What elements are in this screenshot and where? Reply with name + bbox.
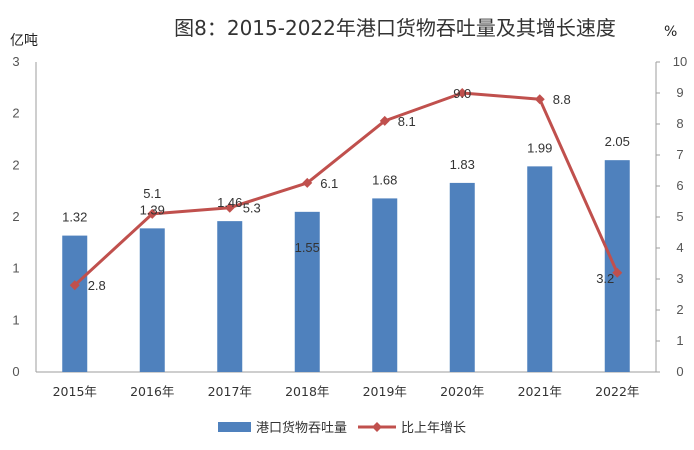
- legend-label-bar: 港口货物吞吐量: [256, 420, 347, 436]
- line-value-label: 8.8: [553, 92, 571, 107]
- left-axis-unit: 亿吨: [10, 33, 38, 49]
- bar-value-label: 1.83: [450, 157, 475, 172]
- bar: [527, 166, 553, 372]
- x-tick-label: 2019年: [363, 384, 407, 399]
- right-tick-label: 7: [676, 147, 683, 162]
- right-tick-label: 6: [676, 178, 683, 193]
- right-tick-label: 4: [676, 240, 683, 255]
- axes: 0 1 1 2 2 2 3 0 1 2 3 4 5 6 7 8 9 10 2015年 2016年 2017年 2018年 2…: [12, 54, 687, 399]
- left-tick-label: 2: [12, 209, 19, 224]
- right-tick-label: 8: [676, 116, 683, 131]
- x-tick-label: 2016年: [130, 384, 174, 399]
- line-value-label: 6.1: [320, 176, 338, 191]
- x-tick-label: 2020年: [440, 384, 484, 399]
- left-tick-label: 3: [12, 54, 19, 69]
- right-tick-label: 2: [676, 302, 683, 317]
- right-axis-unit: %: [664, 24, 677, 40]
- right-tick-label: 9: [676, 85, 683, 100]
- x-tick-label: 2015年: [53, 384, 97, 399]
- bar-value-label: 1.46: [217, 195, 242, 210]
- line-series: [69, 88, 623, 291]
- bar: [604, 160, 630, 372]
- line-point: [224, 202, 235, 213]
- legend-swatch-marker: [372, 422, 382, 432]
- x-tick-label: 2022年: [595, 384, 639, 399]
- x-tick-label: 2017年: [208, 384, 252, 399]
- bar: [62, 235, 88, 372]
- line-point: [302, 177, 313, 188]
- x-tick-label: 2021年: [518, 384, 562, 399]
- bar: [372, 198, 398, 372]
- right-tick-label: 1: [676, 333, 683, 348]
- line-value-label: 5.3: [243, 201, 261, 216]
- line-value-label: 2.8: [88, 278, 106, 293]
- line-value-label: 9.0: [453, 86, 471, 101]
- growth-line: [73, 91, 619, 287]
- legend-swatch-bar: [218, 422, 251, 432]
- data-labels: 1.32 1.39 1.46 1.55 1.68 1.83 1.99 2.05 2.8 5.1 5.…: [62, 86, 630, 293]
- line-value-label: 5.1: [143, 186, 161, 201]
- line-point: [379, 115, 390, 126]
- right-tick-label: 5: [676, 209, 683, 224]
- line-point: [534, 94, 545, 105]
- bar: [139, 228, 165, 372]
- right-tick-label: 0: [676, 364, 683, 379]
- bar-value-label: 2.05: [605, 134, 630, 149]
- bar: [449, 182, 475, 372]
- bar-value-label: 1.68: [372, 172, 397, 187]
- bar-value-label: 1.32: [62, 210, 87, 225]
- bar: [294, 211, 320, 372]
- line-value-label: 8.1: [398, 114, 416, 129]
- line-point: [612, 267, 623, 278]
- legend: 港口货物吞吐量 比上年增长: [218, 420, 466, 436]
- legend-label-line: 比上年增长: [401, 421, 466, 436]
- bar-series: [62, 160, 630, 372]
- line-point: [457, 88, 468, 98]
- bar: [217, 221, 243, 372]
- bar-value-label: 1.39: [140, 202, 165, 217]
- right-tick-label: 10: [673, 54, 687, 69]
- left-tick-label: 1: [12, 312, 19, 327]
- bar-value-label: 1.99: [527, 140, 552, 155]
- right-tick-label: 3: [676, 271, 683, 286]
- left-tick-label: 0: [12, 364, 19, 379]
- x-tick-label: 2018年: [285, 384, 329, 399]
- line-value-label: 3.2: [596, 271, 614, 286]
- left-tick-label: 2: [12, 106, 19, 121]
- bar-value-label: 1.55: [295, 240, 320, 255]
- left-tick-label: 1: [12, 261, 19, 276]
- line-point: [147, 208, 158, 219]
- line-point: [69, 280, 80, 291]
- left-tick-label: 2: [12, 157, 19, 172]
- chart-title: 图8：2015-2022年港口货物吞吐量及其增长速度: [174, 16, 616, 40]
